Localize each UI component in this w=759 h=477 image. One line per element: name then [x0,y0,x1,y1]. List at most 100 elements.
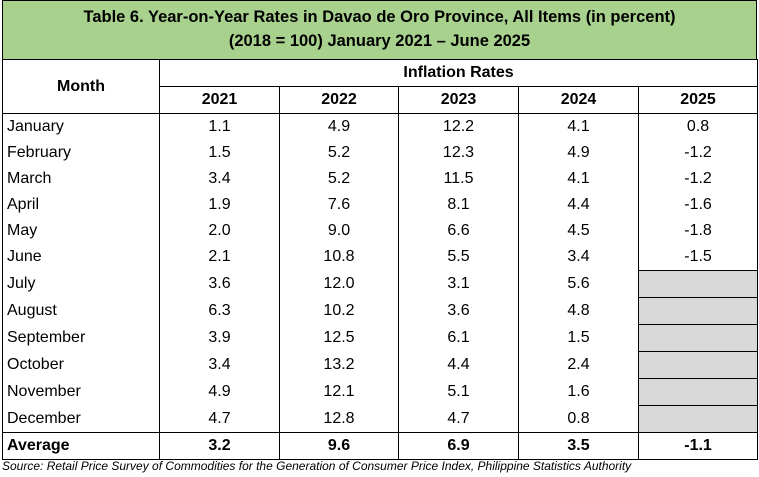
rate-cell: 4.4 [398,351,519,379]
table-row: February 1.5 5.2 12.3 4.9 -1.2 [2,140,759,166]
month-cell: April [2,192,160,218]
month-cell: May [2,218,160,244]
month-cell: January [2,113,160,140]
average-value: 3.5 [518,432,639,460]
average-value: 9.6 [279,432,399,460]
rate-cell: 5.2 [279,166,399,192]
table-row: October 3.4 13.2 4.4 2.4 [2,351,759,379]
rate-cell: 4.1 [518,166,639,192]
rate-cell: 13.2 [279,351,399,379]
average-value: 6.9 [398,432,519,460]
table-body: January 1.1 4.9 12.2 4.1 0.8 February 1.5 5.2 12.… [2,113,759,433]
rate-cell: 1.6 [518,378,639,406]
average-row: Average 3.2 9.6 6.9 3.5 -1.1 [2,432,759,460]
rate-cell: 12.2 [398,113,519,140]
rate-cell: 4.9 [518,140,639,166]
month-cell: October [2,351,160,379]
table-row: March 3.4 5.2 11.5 4.1 -1.2 [2,166,759,192]
rate-cell: 12.3 [398,140,519,166]
empty-cell [637,378,759,406]
empty-cell [637,297,759,325]
year-header: 2024 [518,86,639,114]
rate-cell: 1.5 [159,140,280,166]
rate-cell: -1.5 [637,244,759,271]
month-cell: September [2,324,160,352]
rate-cell: 6.6 [398,218,519,244]
rate-cell: 2.4 [518,351,639,379]
rate-cell: 4.5 [518,218,639,244]
table-row: August 6.3 10.2 3.6 4.8 [2,297,759,325]
rate-cell: 3.4 [159,351,280,379]
table-title: Table 6. Year-on-Year Rates in Davao de … [2,0,757,59]
inflation-rates-group-header: Inflation Rates [158,59,759,87]
inflation-table-container: Table 6. Year-on-Year Rates in Davao de … [2,0,759,460]
source-note: Source: Retail Price Survey of Commoditi… [2,459,632,473]
rate-cell: 5.5 [398,244,519,271]
rate-cell: 12.8 [279,405,399,433]
rate-cell: 4.7 [398,405,519,433]
rate-cell: 4.9 [279,113,399,140]
year-header: 2021 [159,86,280,114]
table-row: September 3.9 12.5 6.1 1.5 [2,324,759,352]
rate-cell: 1.9 [159,192,280,218]
year-header: 2023 [398,86,519,114]
empty-cell [637,351,759,379]
rate-cell: 4.1 [518,113,639,140]
rate-cell: 4.9 [159,378,280,406]
rate-cell: -1.6 [637,192,759,218]
year-header: 2022 [279,86,399,114]
rate-cell: 3.1 [398,270,519,298]
average-value: 3.2 [159,432,280,460]
rate-cell: 3.6 [398,297,519,325]
rate-cell: 6.3 [159,297,280,325]
rate-cell: -1.2 [637,166,759,192]
month-cell: July [2,270,160,298]
rate-cell: 4.4 [518,192,639,218]
rate-cell: 8.1 [398,192,519,218]
rate-cell: 5.2 [279,140,399,166]
rate-cell: 1.5 [518,324,639,352]
month-cell: November [2,378,160,406]
year-header: 2025 [637,86,759,114]
table-title-line-2: (2018 = 100) January 2021 – June 2025 [228,32,531,50]
table-row: December 4.7 12.8 4.7 0.8 [2,405,759,433]
table-row: January 1.1 4.9 12.2 4.1 0.8 [2,113,759,140]
empty-cell [637,405,759,433]
rate-cell: 11.5 [398,166,519,192]
average-value: -1.1 [637,432,759,460]
month-column-header: Month [2,59,160,114]
rate-cell: 5.6 [518,270,639,298]
rate-cell: 7.6 [279,192,399,218]
rate-cell: 5.1 [398,378,519,406]
table-row: June 2.1 10.8 5.5 3.4 -1.5 [2,244,759,271]
rate-cell: 2.1 [159,244,280,271]
rate-cell: 12.5 [279,324,399,352]
empty-cell [637,324,759,352]
rate-cell: 4.8 [518,297,639,325]
rate-cell: 4.7 [159,405,280,433]
table-row: July 3.6 12.0 3.1 5.6 [2,270,759,298]
rate-cell: 10.2 [279,297,399,325]
inflation-rates-table: Month Inflation Rates 2021 2022 2023 202… [2,59,759,460]
empty-cell [637,270,759,298]
month-cell: June [2,244,160,271]
rate-cell: 2.0 [159,218,280,244]
rate-cell: 12.0 [279,270,399,298]
rate-cell: 10.8 [279,244,399,271]
table-row: April 1.9 7.6 8.1 4.4 -1.6 [2,192,759,218]
rate-cell: 6.1 [398,324,519,352]
rate-cell: 0.8 [518,405,639,433]
average-label: Average [2,432,160,460]
table-row: November 4.9 12.1 5.1 1.6 [2,378,759,406]
rate-cell: 12.1 [279,378,399,406]
rate-cell: 3.6 [159,270,280,298]
table-row: May 2.0 9.0 6.6 4.5 -1.8 [2,218,759,244]
rate-cell: -1.8 [637,218,759,244]
month-cell: March [2,166,160,192]
rate-cell: 3.9 [159,324,280,352]
table-title-line-1: Table 6. Year-on-Year Rates in Davao de … [83,8,676,26]
rate-cell: 9.0 [279,218,399,244]
rate-cell: 1.1 [159,113,280,140]
month-cell: August [2,297,160,325]
rate-cell: 0.8 [637,113,759,140]
